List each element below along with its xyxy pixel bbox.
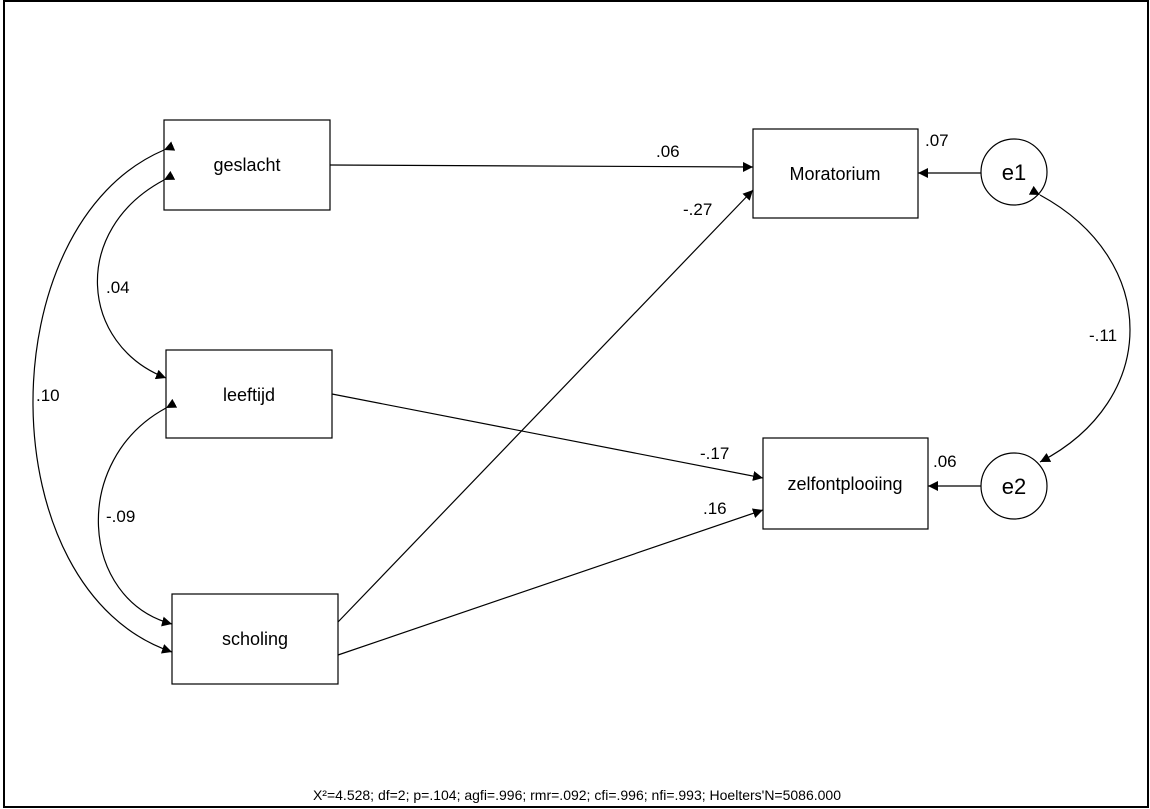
path-geslacht-moratorium	[329, 161, 754, 172]
scholing-box	[171, 593, 339, 685]
geslacht-box	[163, 119, 331, 211]
cov-leeftijd-scholing-label: -.09	[106, 507, 135, 526]
cov-leeftijd-scholing	[97, 398, 178, 627]
path-leeftijd-zelfontplooiing	[331, 393, 764, 481]
cov-geslacht-scholing	[32, 141, 176, 654]
cov-geslacht-leeftijd	[96, 170, 176, 380]
diagram-frame	[3, 0, 1149, 808]
leeftijd-box	[165, 349, 333, 439]
zelfontplooiing-box	[762, 437, 929, 530]
e2-label: e2	[1002, 474, 1026, 499]
coef-scholing-zelfontplooiing: .16	[703, 499, 727, 518]
path-scholing-zelfontplooiing	[337, 508, 764, 656]
zelfontplooiing-label: zelfontplooiing	[787, 474, 902, 494]
coef-leeftijd-zelfontplooiing: -.17	[700, 444, 729, 463]
r2-moratorium: .07	[925, 131, 949, 150]
cov-geslacht-leeftijd-label: .04	[106, 278, 130, 297]
cov-geslacht-scholing-label: .10	[36, 386, 60, 405]
fit-statistics: X²=4.528; df=2; p=.104; agfi=.996; rmr=.…	[313, 787, 841, 803]
r2-zelfontplooiing: .06	[933, 452, 957, 471]
path-scholing-moratorium	[337, 189, 754, 623]
moratorium-box	[752, 128, 919, 219]
scholing-label: scholing	[222, 629, 288, 649]
e1-label: e1	[1002, 160, 1026, 185]
geslacht-label: geslacht	[213, 155, 280, 175]
cov-e1-e2	[1028, 185, 1131, 463]
coef-scholing-moratorium: -.27	[683, 200, 712, 219]
leeftijd-label: leeftijd	[223, 385, 275, 405]
coef-geslacht-moratorium: .06	[656, 142, 680, 161]
cov-e1-e2-label: -.11	[1089, 326, 1117, 345]
moratorium-label: Moratorium	[789, 164, 880, 184]
